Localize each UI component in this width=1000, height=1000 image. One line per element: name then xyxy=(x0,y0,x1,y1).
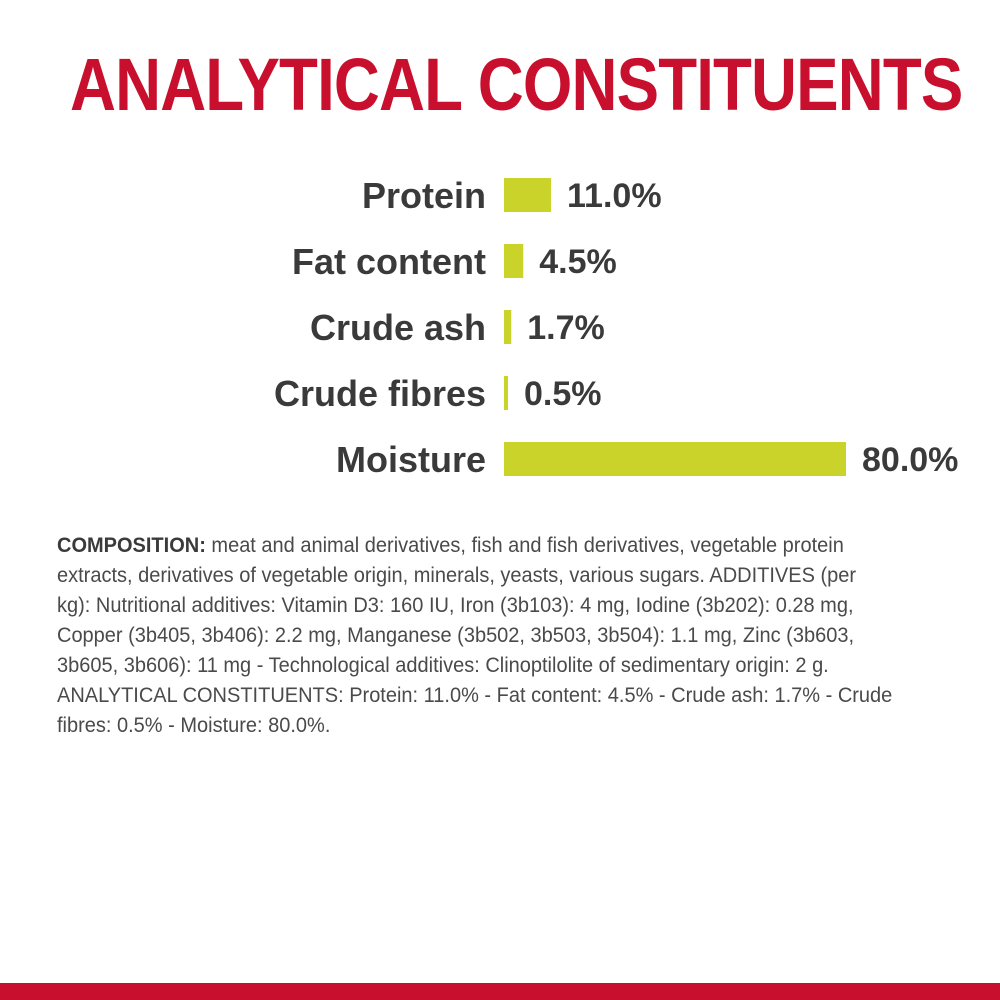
category-label-protein: Protein xyxy=(362,175,486,216)
value-label-protein: 11.0% xyxy=(567,177,662,215)
category-label-crude-fibres: Crude fibres xyxy=(274,373,486,414)
value-label-moisture: 80.0% xyxy=(862,441,958,479)
bar-protein xyxy=(504,178,552,212)
category-label-fat-content: Fat content xyxy=(292,241,486,282)
bottom-brand-band xyxy=(0,983,1000,1000)
composition-text: COMPOSITION: meat and animal derivatives… xyxy=(57,530,894,740)
value-label-fat-content: 4.5% xyxy=(539,243,617,281)
composition-body: meat and animal derivatives, fish and fi… xyxy=(57,533,893,737)
value-label-crude-ash: 1.7% xyxy=(527,309,605,347)
bar-fat-content xyxy=(504,244,524,278)
bar-moisture xyxy=(504,442,846,476)
category-label-moisture: Moisture xyxy=(336,439,486,480)
page-title: ANALYTICAL CONSTITUENTS xyxy=(70,43,963,126)
bar-crude-fibres xyxy=(504,376,508,410)
bar-crude-ash xyxy=(504,310,512,344)
analytical-constituents-chart: Protein 11.0% Fat content 4.5% Crude ash 1.7%… xyxy=(0,160,1000,500)
category-label-crude-ash: Crude ash xyxy=(310,307,486,348)
chart-canvas: Protein 11.0% Fat content 4.5% Crude ash 1.7%… xyxy=(274,175,958,480)
value-label-crude-fibres: 0.5% xyxy=(524,375,602,413)
composition-heading: COMPOSITION: xyxy=(57,533,206,557)
